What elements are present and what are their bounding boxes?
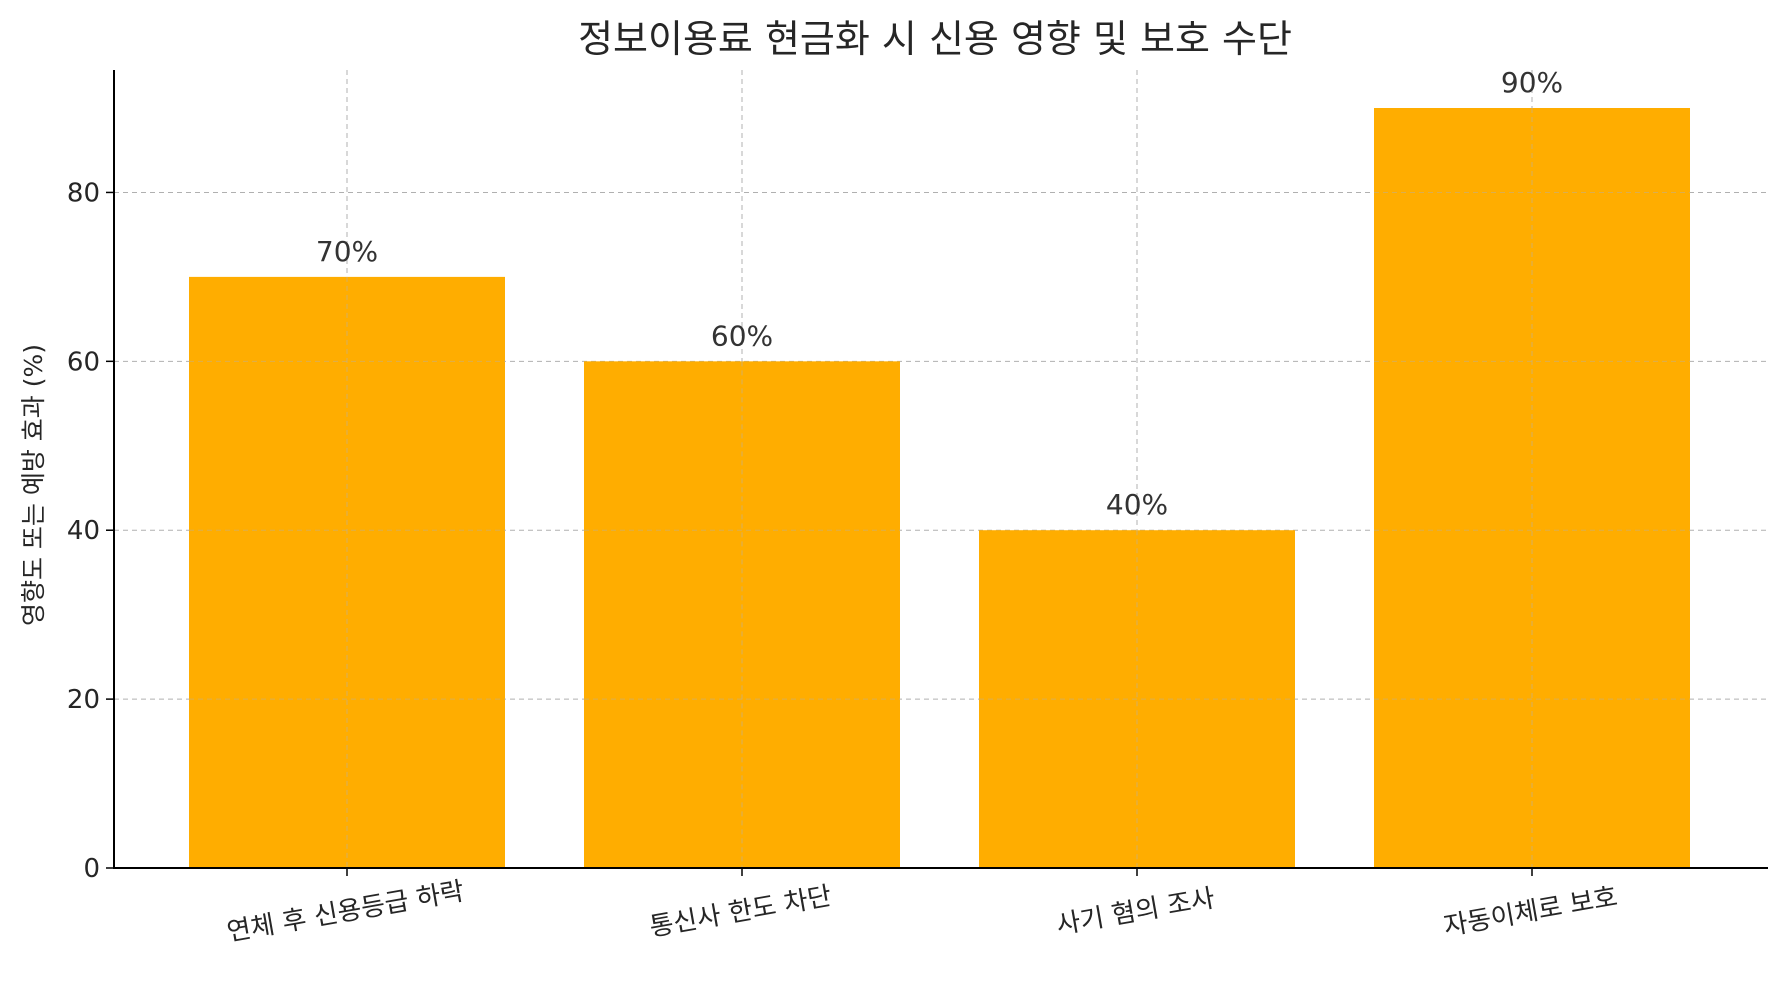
bar-value-label: 90%: [1501, 66, 1563, 99]
x-tick-label: 통신사 한도 차단: [647, 881, 833, 943]
axes: [106, 70, 1768, 876]
y-tick-label: 20: [67, 685, 100, 715]
y-tick-label: 40: [67, 516, 100, 546]
bar-value-label: 60%: [711, 319, 773, 352]
x-tick-label: 자동이체로 보호: [1441, 882, 1619, 942]
bar-value-label: 40%: [1106, 488, 1168, 521]
x-tick-label: 연체 후 신용등급 하락: [225, 876, 467, 947]
x-tick-label: 사기 혐의 조사: [1054, 883, 1217, 940]
y-tick-label: 0: [83, 854, 100, 884]
y-tick-label: 60: [67, 347, 100, 377]
y-axis-label: 영향도 또는 예방 효과 (%): [19, 344, 48, 626]
bar-value-label: 70%: [316, 235, 378, 268]
bar: [189, 276, 505, 868]
chart-title: 정보이용료 현금화 시 신용 영향 및 보호 수단: [578, 17, 1292, 61]
y-tick-label: 80: [67, 178, 100, 208]
bars: [189, 108, 1690, 868]
